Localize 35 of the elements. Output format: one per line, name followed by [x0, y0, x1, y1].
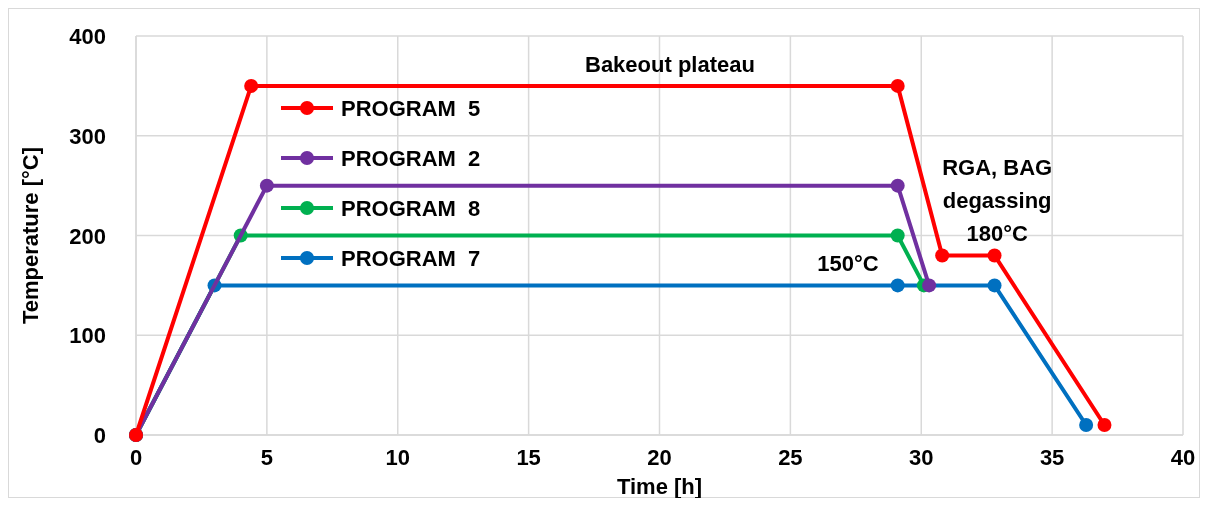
x-tick-label: 0 [129, 445, 143, 470]
point [259, 178, 274, 193]
point [890, 178, 905, 193]
y-tick-label: 0 [93, 423, 106, 448]
y-tick-label: 400 [69, 24, 106, 49]
point [1079, 418, 1094, 433]
point [922, 278, 937, 293]
point [987, 248, 1002, 263]
legend-label: PROGRAM 7 [341, 246, 481, 271]
legend-label: PROGRAM 5 [341, 96, 481, 121]
x-tick-label: 10 [385, 445, 410, 470]
point [890, 228, 905, 243]
y-tick-label: 100 [69, 323, 106, 349]
annotation: RGA, BAG degassing 180°C [942, 155, 1053, 247]
x-tick-label: 20 [647, 445, 672, 470]
legend-label: PROGRAM 2 [341, 146, 481, 171]
legend-label: PROGRAM 8 [341, 196, 481, 221]
annotation: Bakeout plateau [585, 51, 755, 77]
annotation: 150°C [817, 251, 879, 277]
point [244, 78, 259, 93]
x-tick-label: 35 [1039, 445, 1065, 470]
x-tick-label: 5 [260, 445, 273, 470]
y-tick-label: 200 [69, 223, 106, 249]
x-tick-label: 25 [778, 445, 803, 470]
y-axis-title: Temperature [°C] [18, 146, 43, 325]
x-axis-title: Time [h] [616, 474, 703, 499]
point [1097, 418, 1112, 433]
point [890, 278, 905, 293]
point [935, 248, 950, 263]
x-tick-label: 40 [1170, 445, 1196, 470]
point [890, 78, 905, 93]
x-tick-label: 15 [516, 445, 541, 470]
point [987, 278, 1002, 293]
x-tick-label: 30 [909, 445, 934, 470]
y-tick-label: 300 [69, 123, 106, 149]
